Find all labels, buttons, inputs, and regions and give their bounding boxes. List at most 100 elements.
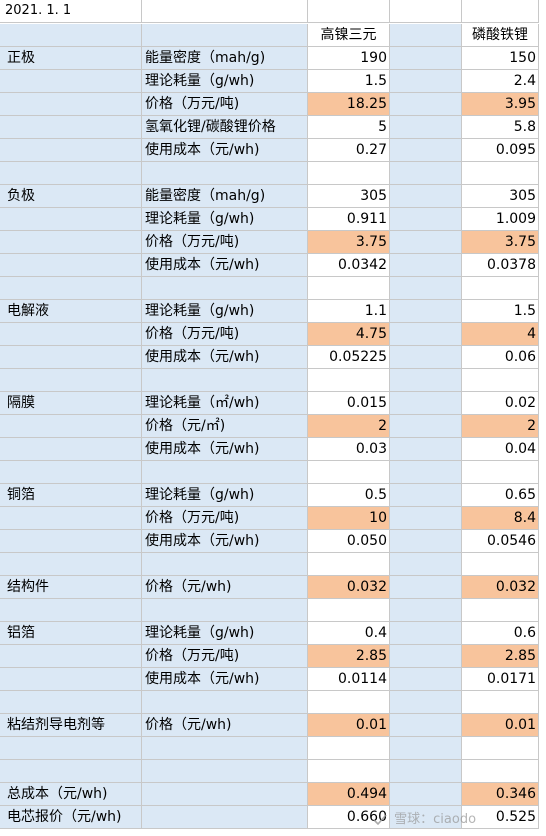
blank-cell[interactable]: [308, 461, 390, 484]
value-high-nickel-cell[interactable]: 190: [308, 47, 390, 70]
item-label-cell[interactable]: 能量密度（mah/g): [142, 47, 308, 70]
item-label-cell[interactable]: 价格（万元/吨): [142, 231, 308, 254]
group-label-cell[interactable]: [0, 208, 142, 231]
value-lfp-cell[interactable]: 0.6: [462, 622, 539, 645]
blank-cell[interactable]: [390, 70, 462, 93]
value-lfp-cell[interactable]: 0.032: [462, 576, 539, 599]
blank-cell[interactable]: [462, 599, 539, 622]
blank-cell[interactable]: [390, 208, 462, 231]
group-label-cell[interactable]: [0, 139, 142, 162]
blank-cell[interactable]: [390, 576, 462, 599]
group-label-cell[interactable]: [0, 116, 142, 139]
blank-cell[interactable]: [308, 553, 390, 576]
blank-cell[interactable]: [462, 461, 539, 484]
value-high-nickel-cell[interactable]: 0.0114: [308, 668, 390, 691]
date-cell[interactable]: 2021. 1. 1: [0, 0, 142, 23]
blank-cell[interactable]: [142, 369, 308, 392]
value-high-nickel-cell[interactable]: 0.01: [308, 714, 390, 737]
value-lfp-cell[interactable]: 2: [462, 415, 539, 438]
blank-cell[interactable]: [390, 139, 462, 162]
value-lfp-cell[interactable]: 2.85: [462, 645, 539, 668]
blank-cell[interactable]: [142, 461, 308, 484]
blank-cell[interactable]: [142, 277, 308, 300]
blank-cell[interactable]: [390, 668, 462, 691]
value-lfp-cell[interactable]: 0.0378: [462, 254, 539, 277]
blank-cell[interactable]: [142, 0, 308, 23]
value-lfp-cell[interactable]: 3.95: [462, 93, 539, 116]
blank-cell[interactable]: [142, 24, 308, 47]
blank-cell[interactable]: [390, 254, 462, 277]
blank-cell[interactable]: [308, 369, 390, 392]
value-high-nickel-cell[interactable]: 0.911: [308, 208, 390, 231]
value-high-nickel-cell[interactable]: 0.27: [308, 139, 390, 162]
blank-cell[interactable]: [390, 760, 462, 783]
value-lfp-cell[interactable]: 0.095: [462, 139, 539, 162]
blank-cell[interactable]: [462, 737, 539, 760]
value-high-nickel-cell[interactable]: 10: [308, 507, 390, 530]
value-high-nickel-cell[interactable]: 1.1: [308, 300, 390, 323]
group-label-cell[interactable]: 负极: [0, 185, 142, 208]
blank-cell[interactable]: [390, 622, 462, 645]
item-label-cell[interactable]: 理论耗量（㎡/wh): [142, 392, 308, 415]
value-high-nickel-cell[interactable]: 4.75: [308, 323, 390, 346]
blank-cell[interactable]: [390, 691, 462, 714]
blank-cell[interactable]: [308, 760, 390, 783]
item-label-cell[interactable]: 使用成本（元/wh): [142, 254, 308, 277]
group-label-cell[interactable]: [0, 323, 142, 346]
item-label-cell[interactable]: 价格（元/wh): [142, 714, 308, 737]
value-lfp-cell[interactable]: 4: [462, 323, 539, 346]
group-label-cell[interactable]: [0, 668, 142, 691]
item-label-cell[interactable]: 价格（万元/吨): [142, 93, 308, 116]
value-high-nickel-cell[interactable]: 1.5: [308, 70, 390, 93]
blank-cell[interactable]: [390, 300, 462, 323]
blank-cell[interactable]: [390, 116, 462, 139]
group-label-cell[interactable]: 总成本（元/wh): [0, 783, 142, 806]
value-lfp-cell[interactable]: 8.4: [462, 507, 539, 530]
group-label-cell[interactable]: [0, 415, 142, 438]
blank-cell[interactable]: [0, 277, 142, 300]
blank-cell[interactable]: [462, 277, 539, 300]
item-label-cell[interactable]: 价格（万元/吨): [142, 323, 308, 346]
group-label-cell[interactable]: 铝箔: [0, 622, 142, 645]
blank-cell[interactable]: [390, 530, 462, 553]
blank-cell[interactable]: [462, 162, 539, 185]
value-high-nickel-cell[interactable]: 3.75: [308, 231, 390, 254]
value-lfp-cell[interactable]: 150: [462, 47, 539, 70]
blank-cell[interactable]: [0, 553, 142, 576]
blank-cell[interactable]: [308, 599, 390, 622]
blank-cell[interactable]: [0, 737, 142, 760]
blank-cell[interactable]: [0, 162, 142, 185]
item-label-cell[interactable]: 使用成本（元/wh): [142, 668, 308, 691]
item-label-cell[interactable]: 价格（元/㎡): [142, 415, 308, 438]
group-label-cell[interactable]: [0, 346, 142, 369]
blank-cell[interactable]: [142, 691, 308, 714]
value-high-nickel-cell[interactable]: 5: [308, 116, 390, 139]
blank-cell[interactable]: [390, 806, 462, 829]
blank-cell[interactable]: [390, 369, 462, 392]
blank-cell[interactable]: [390, 783, 462, 806]
value-lfp-cell[interactable]: 0.04: [462, 438, 539, 461]
item-label-cell[interactable]: [142, 783, 308, 806]
item-label-cell[interactable]: 价格（万元/吨): [142, 507, 308, 530]
value-high-nickel-cell[interactable]: 0.050: [308, 530, 390, 553]
blank-cell[interactable]: [0, 461, 142, 484]
item-label-cell[interactable]: 理论耗量（g/wh): [142, 484, 308, 507]
value-high-nickel-cell[interactable]: 0.494: [308, 783, 390, 806]
item-label-cell[interactable]: 使用成本（元/wh): [142, 346, 308, 369]
item-label-cell[interactable]: 使用成本（元/wh): [142, 438, 308, 461]
blank-cell[interactable]: [390, 645, 462, 668]
group-label-cell[interactable]: 电芯报价（元/wh): [0, 806, 142, 829]
group-label-cell[interactable]: [0, 530, 142, 553]
value-lfp-cell[interactable]: 1.009: [462, 208, 539, 231]
value-lfp-cell[interactable]: 0.0171: [462, 668, 539, 691]
value-lfp-cell[interactable]: 2.4: [462, 70, 539, 93]
blank-cell[interactable]: [390, 47, 462, 70]
item-label-cell[interactable]: 使用成本（元/wh): [142, 139, 308, 162]
item-label-cell[interactable]: 理论耗量（g/wh): [142, 70, 308, 93]
group-label-cell[interactable]: [0, 70, 142, 93]
blank-cell[interactable]: [462, 369, 539, 392]
blank-cell[interactable]: [390, 438, 462, 461]
value-high-nickel-cell[interactable]: 0.660: [308, 806, 390, 829]
value-lfp-cell[interactable]: 0.01: [462, 714, 539, 737]
group-label-cell[interactable]: [0, 507, 142, 530]
